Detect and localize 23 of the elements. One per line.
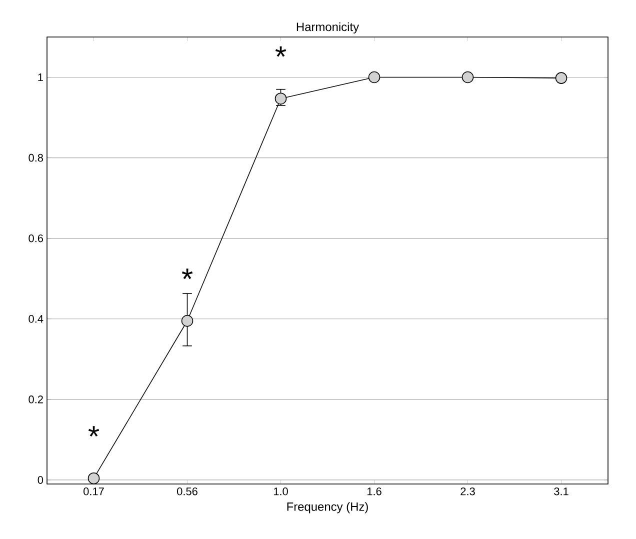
- x-tick-label: 0.56: [177, 488, 198, 496]
- x-tick-label: 0.17: [84, 488, 104, 496]
- y-tick-label: 1: [38, 73, 43, 82]
- point: [181, 314, 194, 327]
- chart-title: Harmonicity: [296, 22, 360, 34]
- y-tick-label: 0.6: [28, 234, 44, 242]
- annotation: *: [275, 46, 286, 57]
- x-tick-label: 2.3: [460, 488, 475, 496]
- annotation: *: [88, 426, 100, 437]
- y-tick-label: 0.8: [28, 154, 44, 162]
- x-tick-label: 3.1: [554, 488, 568, 496]
- x-tick-label: 1.0: [274, 488, 288, 496]
- y-tick-label: 0.2: [28, 396, 43, 404]
- y-tick-label: 0.4: [28, 315, 44, 323]
- x-tick-label: 1.6: [367, 488, 382, 496]
- point: [368, 71, 380, 84]
- y-tick-label: 0: [38, 476, 44, 484]
- x-axis-title: Frequency (Hz): [287, 502, 368, 514]
- point: [88, 472, 100, 484]
- point: [555, 72, 568, 84]
- annotation: *: [182, 268, 193, 280]
- point: [462, 71, 474, 84]
- point: [274, 92, 287, 104]
